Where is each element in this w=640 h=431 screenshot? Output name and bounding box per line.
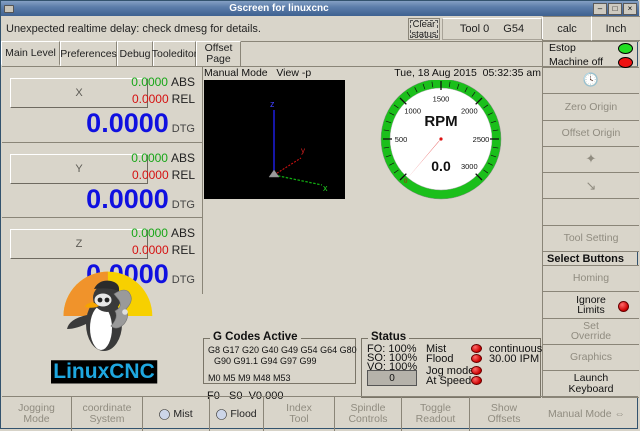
svg-text:1000: 1000	[404, 107, 421, 116]
svg-text:z: z	[270, 99, 275, 109]
svg-text:RPM: RPM	[424, 113, 457, 130]
svg-text:500: 500	[395, 135, 408, 144]
svg-text:y: y	[301, 146, 305, 155]
svg-text:x: x	[323, 183, 328, 193]
svg-text:0.0: 0.0	[431, 158, 451, 174]
svg-text:LinuxCNC: LinuxCNC	[53, 360, 155, 383]
svg-text:3000: 3000	[461, 162, 478, 171]
svg-text:1500: 1500	[433, 95, 450, 104]
svg-text:2500: 2500	[473, 135, 490, 144]
svg-text:2000: 2000	[461, 107, 478, 116]
